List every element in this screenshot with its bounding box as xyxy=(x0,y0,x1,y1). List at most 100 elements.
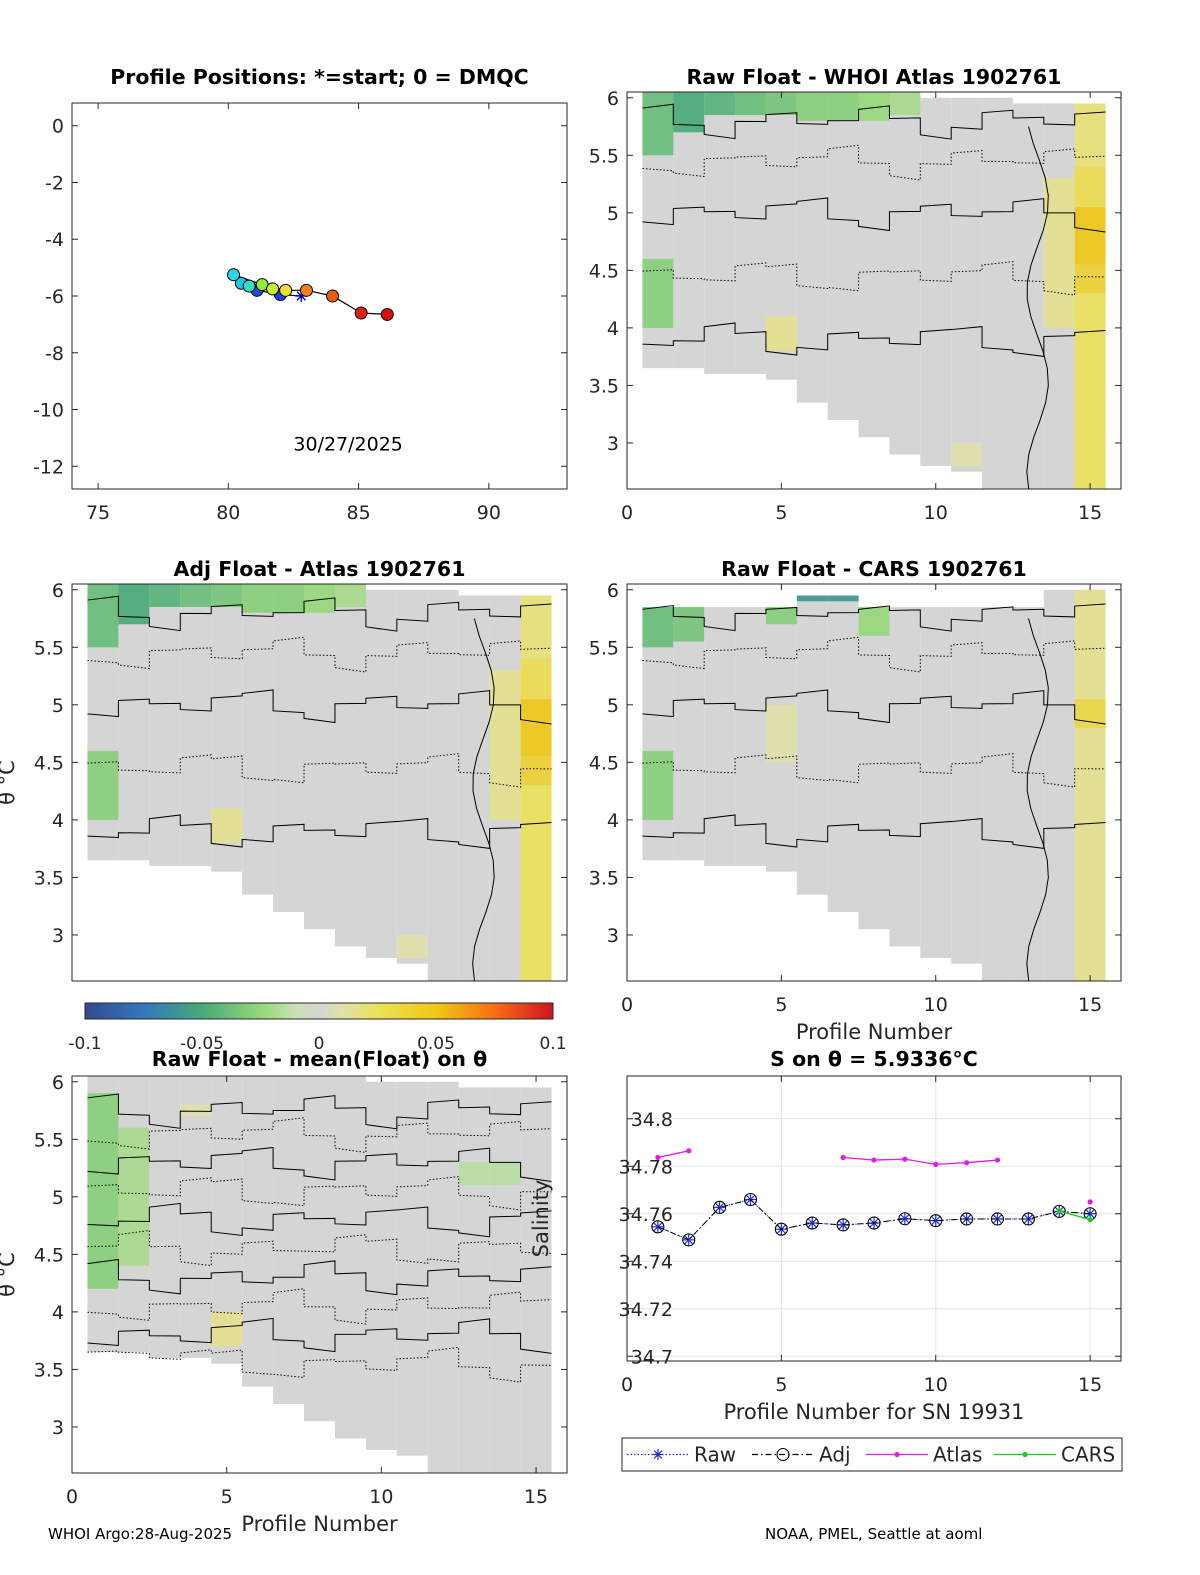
footer-left: WHOI Argo:28-Aug-2025 xyxy=(48,1525,233,1543)
heatmap-column xyxy=(304,584,335,930)
x-axis-label: Profile Number xyxy=(241,1512,398,1536)
y-tick-label: 5 xyxy=(52,695,64,717)
heatmap-column xyxy=(334,584,366,947)
contour-lines xyxy=(642,103,1106,490)
heatmap-column xyxy=(242,1076,274,1387)
y-tick-label: 5 xyxy=(52,1187,64,1209)
contour-line xyxy=(87,1346,552,1383)
heatmap-column xyxy=(180,1076,212,1358)
anomaly-cell xyxy=(396,934,428,958)
heatmap-column xyxy=(334,1076,366,1439)
atlas-point xyxy=(933,1161,939,1167)
contour-line xyxy=(87,1117,552,1154)
profile-point xyxy=(299,283,313,297)
heatmap-column xyxy=(982,97,1013,489)
y-tick-label: 5 xyxy=(607,203,619,225)
y-tick-label: 3 xyxy=(607,433,619,455)
y-tick-label: -4 xyxy=(45,229,64,251)
x-tick-label: 75 xyxy=(86,502,110,524)
heatmap-raw-cars xyxy=(642,589,1106,982)
cars-point xyxy=(1087,1217,1093,1223)
anomaly-cell xyxy=(87,750,119,820)
y-tick-label: 34.72 xyxy=(619,1299,673,1321)
adj-point xyxy=(682,1233,696,1247)
anomaly-cell xyxy=(520,699,552,757)
anomaly-cell xyxy=(520,785,552,981)
atlas-line xyxy=(657,1150,689,1159)
contour-line xyxy=(1026,126,1049,490)
contour-lines xyxy=(87,595,552,982)
contour-line xyxy=(87,1229,552,1267)
x-tick-label: 5 xyxy=(775,994,787,1016)
x-axis-label: Profile Number for SN 19931 xyxy=(723,1400,1024,1424)
legend-label: Raw xyxy=(694,1443,736,1467)
legend-label: CARS xyxy=(1061,1443,1115,1467)
colorbar-tick-label: 0.05 xyxy=(417,1034,455,1054)
y-tick-label: 5.5 xyxy=(589,637,619,659)
colorbar-tick-label: -0.1 xyxy=(68,1034,101,1054)
adj-line xyxy=(657,1198,1091,1241)
anomaly-cell xyxy=(489,1162,521,1186)
y-tick-label: 4 xyxy=(52,1302,64,1324)
contour-line xyxy=(87,636,552,673)
y-tick-label: 34.7 xyxy=(631,1346,673,1368)
heatmap-column xyxy=(951,97,983,472)
atlas-point xyxy=(871,1157,877,1163)
adj-point xyxy=(1052,1204,1066,1218)
contour-line xyxy=(1026,618,1049,982)
y-tick-label: 5.5 xyxy=(34,1129,64,1151)
legend-item-adj: Adj xyxy=(752,1443,851,1467)
contour-line xyxy=(87,1093,552,1130)
heatmap-column xyxy=(458,1087,490,1473)
adj-point xyxy=(713,1200,727,1214)
heatmap-column xyxy=(673,92,705,369)
anomaly-cell xyxy=(765,92,797,116)
anomaly-cell xyxy=(1074,166,1106,208)
x-tick-label: 10 xyxy=(924,502,948,524)
contour-line xyxy=(642,603,1106,632)
heatmap-column xyxy=(365,589,397,958)
heatmap-column xyxy=(735,607,766,866)
heatmap-column xyxy=(427,589,459,981)
anomaly-cell xyxy=(704,92,736,116)
contour-line xyxy=(642,753,1106,788)
y-tick-label: -10 xyxy=(33,400,64,422)
contour-line xyxy=(87,1258,552,1296)
y-tick-label: 4.5 xyxy=(589,752,619,774)
x-tick-label: 5 xyxy=(775,1374,787,1396)
salinity-plot xyxy=(626,1076,1121,1361)
colorbar-tick-label: 0.1 xyxy=(539,1034,566,1054)
x-tick-label: 0 xyxy=(66,1486,78,1508)
heatmap-column xyxy=(365,1081,397,1450)
colorbar: -0.1 -0.05 0 0.05 0.1 xyxy=(68,1002,567,1054)
contour-line xyxy=(642,636,1106,673)
anomaly-cell xyxy=(735,92,766,116)
heatmap-column xyxy=(1012,103,1044,489)
colorbar-bar xyxy=(84,1002,554,1020)
heatmap-column xyxy=(889,607,921,947)
atlas-point xyxy=(994,1157,1001,1163)
anomaly-cell xyxy=(149,584,181,608)
adj-point xyxy=(990,1212,1005,1226)
atlas-point xyxy=(840,1154,846,1161)
y-tick-label: 5.5 xyxy=(589,145,619,167)
heatmap-column xyxy=(396,589,428,964)
profile-point xyxy=(380,307,394,321)
anomaly-cell xyxy=(118,584,150,625)
heatmap-column xyxy=(673,607,705,861)
raw-point xyxy=(715,1203,724,1212)
contour-line xyxy=(87,1146,552,1182)
series-atlas xyxy=(655,1148,1093,1205)
contour-line xyxy=(642,689,1106,725)
x-tick-label: 10 xyxy=(924,1374,948,1396)
contour-line xyxy=(642,814,1106,849)
y-tick-label: 3.5 xyxy=(589,867,619,889)
contour-lines xyxy=(642,603,1106,982)
x-tick-label: 15 xyxy=(1078,502,1102,524)
heatmap-column xyxy=(118,584,150,861)
x-tick-label: 0 xyxy=(621,994,633,1016)
heatmap-cells xyxy=(642,589,1106,981)
y-tick-label: 4.5 xyxy=(34,1244,64,1266)
heatmap-column xyxy=(149,1076,181,1358)
